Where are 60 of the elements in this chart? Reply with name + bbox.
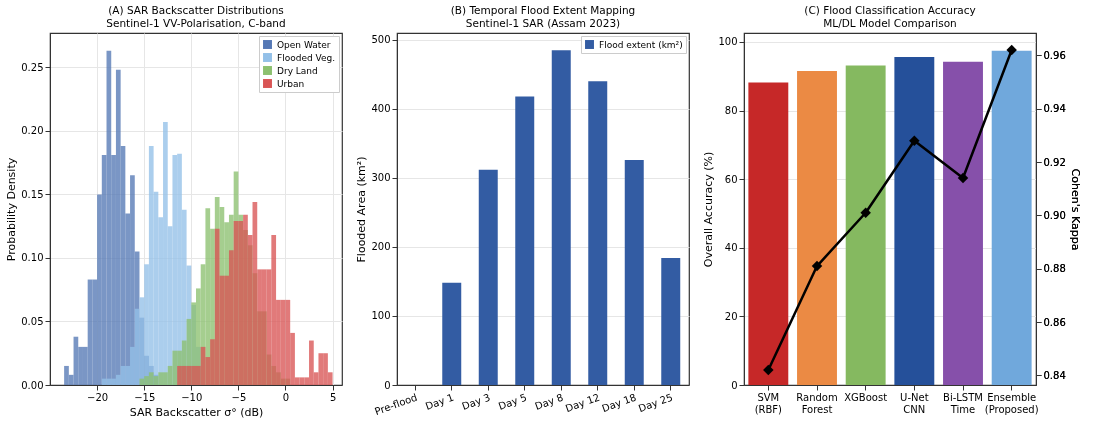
x-tick-label: 5 bbox=[329, 391, 337, 403]
x-tick-label: Random Forest bbox=[796, 391, 838, 415]
x-tick-label: Bi-LSTM Time bbox=[943, 391, 983, 415]
y-tick-label: 400 bbox=[371, 103, 391, 115]
x-tick-label: Day 3 bbox=[460, 391, 492, 412]
y-tick-label: 300 bbox=[371, 172, 391, 184]
x-axis-title: SAR Backscatter σ° (dB) bbox=[129, 405, 264, 419]
chart-title: (A) SAR Backscatter Distributions bbox=[108, 4, 284, 16]
x-tick-label: U-Net CNN bbox=[900, 391, 929, 415]
y-tick-label: 0.15 bbox=[21, 188, 44, 200]
legend-label: Flooded Veg. bbox=[277, 52, 336, 63]
chart-subtitle: Sentinel-1 SAR (Assam 2023) bbox=[465, 16, 621, 29]
y-tick-label: 0.00 bbox=[21, 379, 44, 391]
chart-subtitle: ML/DL Model Comparison bbox=[823, 16, 957, 29]
x-tick-label: XGBoost bbox=[844, 391, 888, 403]
legend-label: Flood extent (km²) bbox=[599, 39, 683, 50]
y-tick-label: 100 bbox=[371, 310, 391, 322]
y2-tick-label: 0.94 bbox=[1043, 103, 1066, 115]
x-tick-label: Ensemble (Proposed) bbox=[984, 391, 1039, 415]
x-tick-label: −15 bbox=[134, 391, 156, 403]
chart-subtitle: Sentinel-1 VV-Polarisation, C-band bbox=[106, 16, 286, 29]
y2-tick-label: 0.90 bbox=[1043, 209, 1066, 221]
x-tick-label: Day 8 bbox=[533, 391, 565, 412]
y-tick-label: 0.05 bbox=[21, 315, 44, 327]
y2-tick-label: 0.96 bbox=[1043, 49, 1066, 61]
y-tick-label: 40 bbox=[724, 242, 738, 254]
x-tick-label: Day 25 bbox=[636, 391, 675, 415]
y-tick-label: 200 bbox=[371, 241, 391, 253]
x-tick-label: Day 1 bbox=[423, 391, 456, 412]
x-tick-label: 0 bbox=[282, 391, 290, 403]
y2-tick-label: 0.92 bbox=[1043, 156, 1066, 168]
x-tick-label: Day 5 bbox=[496, 391, 529, 412]
y-tick-label: 100 bbox=[718, 36, 738, 48]
y-tick-label: 20 bbox=[724, 310, 738, 322]
y2-tick-label: 0.88 bbox=[1043, 263, 1066, 275]
legend-label: Open Water bbox=[277, 39, 331, 50]
y2-tick-label: 0.84 bbox=[1043, 369, 1066, 381]
x-tick-label: −10 bbox=[181, 391, 203, 403]
legend-label: Dry Land bbox=[277, 65, 318, 76]
legend-label: Urban bbox=[277, 78, 305, 89]
chart-title: (B) Temporal Flood Extent Mapping bbox=[450, 4, 636, 16]
x-tick-label: Day 12 bbox=[563, 391, 602, 415]
x-tick-label: −20 bbox=[87, 391, 109, 403]
y-tick-label: 80 bbox=[724, 105, 738, 117]
y-tick-label: 0.10 bbox=[21, 252, 44, 264]
y-tick-label: 60 bbox=[724, 173, 738, 185]
y-tick-label: 0.25 bbox=[21, 61, 44, 73]
x-tick-label: −5 bbox=[231, 391, 247, 403]
x-tick-label: Day 18 bbox=[600, 391, 638, 415]
y-axis-title: Flooded Area (km²) bbox=[355, 156, 369, 263]
y-tick-label: 500 bbox=[371, 34, 391, 46]
y-tick-label: 0 bbox=[384, 379, 391, 391]
x-tick-label: SVM (RBF) bbox=[754, 391, 783, 415]
y-tick-label: 0.20 bbox=[21, 125, 44, 137]
y2-tick-label: 0.86 bbox=[1043, 316, 1066, 328]
y2-axis-title: Cohen's Kappa bbox=[1068, 168, 1082, 251]
y-axis-title: Overall Accuracy (%) bbox=[702, 151, 716, 268]
y-axis-title: Probability Density bbox=[5, 157, 19, 262]
chart-title: (C) Flood Classification Accuracy bbox=[804, 4, 976, 16]
y-tick-label: 0 bbox=[731, 379, 738, 391]
